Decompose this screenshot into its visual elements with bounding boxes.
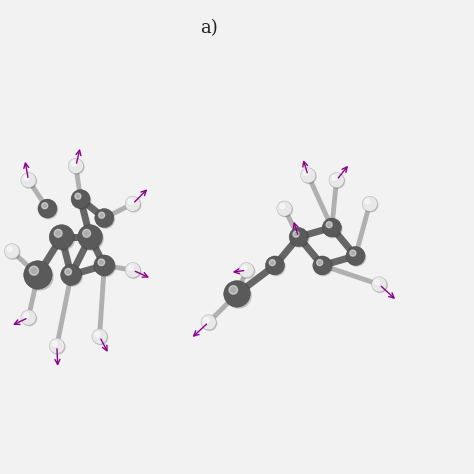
Circle shape	[291, 229, 309, 247]
Circle shape	[4, 244, 19, 259]
Circle shape	[329, 173, 344, 188]
Circle shape	[65, 268, 72, 275]
Circle shape	[239, 263, 254, 278]
Circle shape	[373, 278, 387, 292]
Circle shape	[224, 281, 250, 307]
Circle shape	[63, 266, 82, 286]
Circle shape	[330, 174, 345, 188]
Circle shape	[42, 203, 48, 209]
Circle shape	[21, 310, 36, 325]
Circle shape	[51, 340, 65, 354]
Circle shape	[73, 191, 91, 209]
Circle shape	[303, 171, 309, 175]
Text: a): a)	[200, 19, 218, 37]
Circle shape	[269, 260, 275, 265]
Circle shape	[24, 313, 29, 318]
Circle shape	[346, 246, 365, 265]
Circle shape	[204, 318, 209, 322]
Circle shape	[52, 341, 57, 346]
Circle shape	[95, 209, 114, 228]
Circle shape	[278, 202, 292, 217]
Circle shape	[24, 261, 52, 289]
Circle shape	[38, 199, 57, 218]
Circle shape	[68, 158, 83, 173]
Circle shape	[92, 329, 107, 344]
Circle shape	[7, 246, 12, 251]
Circle shape	[350, 250, 356, 256]
Circle shape	[201, 315, 216, 330]
Circle shape	[267, 257, 285, 275]
Circle shape	[317, 260, 323, 265]
Circle shape	[362, 196, 377, 211]
Circle shape	[98, 259, 105, 265]
Circle shape	[365, 199, 370, 204]
Circle shape	[324, 219, 342, 237]
Circle shape	[289, 228, 308, 246]
Circle shape	[78, 225, 102, 249]
Circle shape	[24, 175, 29, 180]
Circle shape	[93, 330, 108, 345]
Circle shape	[96, 257, 116, 277]
Circle shape	[71, 190, 90, 209]
Circle shape	[280, 204, 285, 209]
Circle shape	[82, 229, 91, 237]
Circle shape	[49, 338, 64, 354]
Circle shape	[125, 263, 140, 278]
Circle shape	[95, 332, 100, 337]
Circle shape	[22, 174, 36, 188]
Circle shape	[22, 311, 36, 326]
Circle shape	[374, 280, 380, 284]
Circle shape	[99, 212, 105, 218]
Circle shape	[61, 264, 82, 285]
Circle shape	[293, 231, 299, 237]
Circle shape	[202, 316, 217, 330]
Circle shape	[127, 264, 141, 278]
Circle shape	[314, 257, 332, 275]
Circle shape	[75, 193, 81, 199]
Circle shape	[29, 266, 38, 275]
Circle shape	[302, 169, 316, 183]
Circle shape	[229, 286, 237, 294]
Circle shape	[332, 175, 337, 180]
Circle shape	[128, 265, 133, 270]
Circle shape	[125, 196, 140, 211]
Circle shape	[70, 160, 84, 174]
Circle shape	[6, 245, 20, 259]
Circle shape	[301, 168, 316, 183]
Circle shape	[128, 199, 133, 204]
Circle shape	[242, 265, 247, 270]
Circle shape	[96, 210, 114, 228]
Circle shape	[49, 225, 74, 249]
Circle shape	[26, 263, 53, 290]
Circle shape	[326, 222, 332, 228]
Circle shape	[80, 227, 103, 250]
Circle shape	[313, 256, 332, 275]
Circle shape	[94, 255, 115, 276]
Circle shape	[277, 201, 292, 216]
Circle shape	[240, 264, 255, 278]
Circle shape	[372, 277, 387, 292]
Circle shape	[71, 161, 76, 166]
Circle shape	[21, 173, 36, 188]
Circle shape	[347, 248, 365, 266]
Circle shape	[226, 283, 251, 308]
Circle shape	[322, 218, 341, 237]
Circle shape	[364, 198, 378, 212]
Circle shape	[54, 229, 62, 237]
Circle shape	[39, 201, 57, 219]
Circle shape	[127, 198, 141, 212]
Circle shape	[265, 256, 284, 275]
Circle shape	[51, 227, 75, 250]
